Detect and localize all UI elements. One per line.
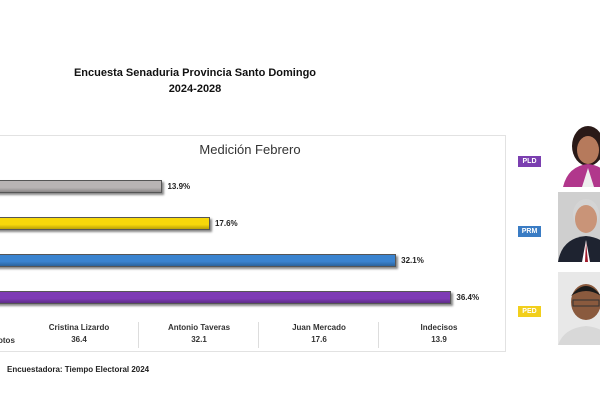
table-cell: Juan Mercado 17.6 [260,322,378,346]
candidate-photo-antonio-taveras [558,192,600,262]
party-badge-pld: PLD [518,156,541,167]
table-divider [258,322,259,348]
candidate-name: Cristina Lizardo [48,323,110,332]
table-cell: Cristina Lizardo 36.4 [20,322,138,346]
party-badge-prm: PRM [518,226,541,237]
candidate-name: Juan Mercado [292,323,346,332]
bar-value-label: 32.1% [401,256,424,265]
party-badge-ped: PED [518,306,541,317]
chart-area [0,135,506,352]
chart-subtitle: Medición Febrero [199,142,301,157]
chart-title-line2: 2024-2028 [168,83,222,95]
bar-indecisos [0,180,163,193]
table-cell: Indecisos 13.9 [380,322,498,346]
table-cell: Antonio Taveras 32.1 [140,322,258,346]
bar-juan-mercado [0,217,210,230]
pollster-note: Encuestadora: Tiempo Electoral 2024 [7,365,150,374]
bar-value-label: 17.6% [214,219,238,228]
table-divider [378,322,379,348]
legend-partial: otos [0,336,15,345]
bar-value-label: 36.4% [456,293,480,302]
candidate-name: Indecisos [420,323,458,332]
candidate-value: 17.6 [311,335,327,344]
candidate-value: 32.1 [191,335,207,344]
bar-cristina-lizardo [0,291,452,304]
candidate-value: 13.9 [431,335,447,344]
bar-value-label: 13.9% [167,182,191,191]
bar-antonio-taveras [0,254,397,267]
candidate-value: 36.4 [71,335,87,344]
candidate-photo-juan-mercado [558,272,600,345]
candidate-photo-cristina-lizardo [558,118,600,187]
candidate-name: Antonio Taveras [167,323,231,332]
table-divider [138,322,139,348]
chart-title-line1: Encuesta Senaduria Provincia Santo Domin… [73,67,317,79]
